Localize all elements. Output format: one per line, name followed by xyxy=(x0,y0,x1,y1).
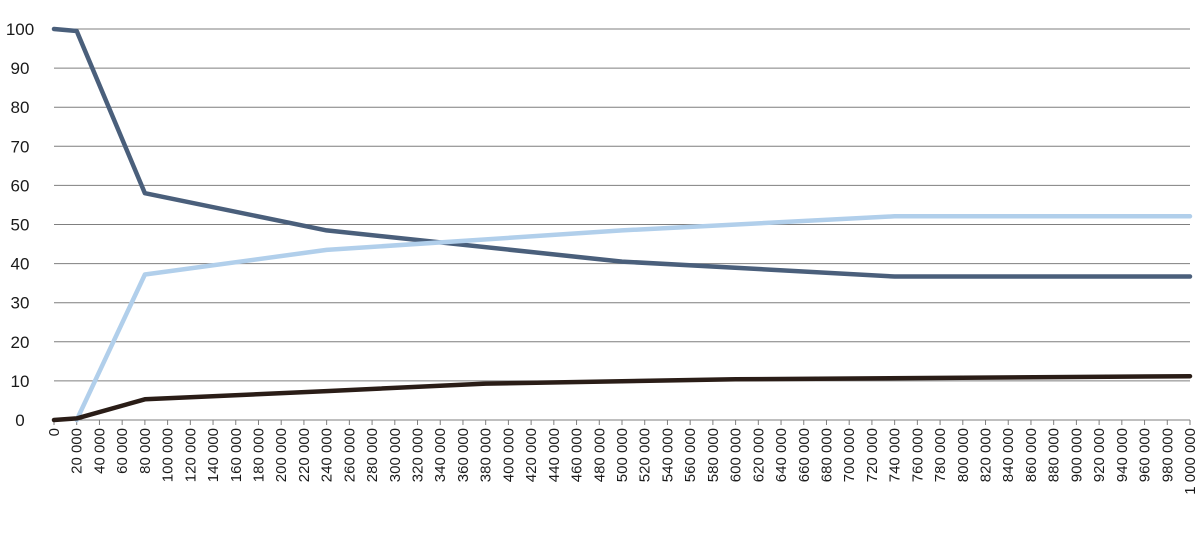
x-tick-label: 660 000 xyxy=(796,428,813,482)
series-line-1 xyxy=(51,26,1193,279)
x-tick-label: 220 000 xyxy=(296,428,313,482)
x-tick-label: 1 000 000 xyxy=(1182,428,1199,495)
x-tick-label: 80 000 xyxy=(137,428,154,474)
x-tick-label: 620 000 xyxy=(750,428,767,482)
x-axis-tick-labels: 0 20 000 40 000 60 000 80 000 100 000 120 000 1… xyxy=(46,428,1199,495)
x-tick-label: 180 000 xyxy=(250,428,267,482)
x-tick-label: 780 000 xyxy=(932,428,949,482)
x-tick-label: 0 xyxy=(46,428,63,436)
x-tick-label: 240 000 xyxy=(319,428,336,482)
series-line-2 xyxy=(74,214,1193,423)
x-tick-label: 640 000 xyxy=(773,428,790,482)
x-tick-label: 260 000 xyxy=(341,428,358,482)
x-tick-label: 460 000 xyxy=(569,428,586,482)
x-tick-label: 540 000 xyxy=(659,428,676,482)
x-tick-label: 820 000 xyxy=(978,428,995,482)
x-tick-label: 720 000 xyxy=(864,428,881,482)
y-tick-label: 90 xyxy=(11,59,30,78)
x-tick-label: 20 000 xyxy=(69,428,86,474)
x-tick-label: 800 000 xyxy=(955,428,972,482)
x-tick-label: 560 000 xyxy=(682,428,699,482)
x-tick-label: 760 000 xyxy=(909,428,926,482)
x-tick-label: 420 000 xyxy=(523,428,540,482)
x-tick-label: 980 000 xyxy=(1159,428,1176,482)
x-tick-label: 580 000 xyxy=(705,428,722,482)
x-tick-label: 940 000 xyxy=(1114,428,1131,482)
x-tick-label: 280 000 xyxy=(364,428,381,482)
x-tick-label: 140 000 xyxy=(205,428,222,482)
y-tick-label: 30 xyxy=(11,294,30,313)
x-tick-label: 120 000 xyxy=(182,428,199,482)
series-line-3 xyxy=(51,373,1193,423)
y-tick-label: 40 xyxy=(11,255,30,274)
x-tick-label: 380 000 xyxy=(478,428,495,482)
x-tick-label: 520 000 xyxy=(637,428,654,482)
x-tick-label: 440 000 xyxy=(546,428,563,482)
y-tick-label: 80 xyxy=(11,98,30,117)
x-tick-label: 360 000 xyxy=(455,428,472,482)
x-tick-label: 200 000 xyxy=(273,428,290,482)
x-tick-label: 860 000 xyxy=(1023,428,1040,482)
y-tick-label: 70 xyxy=(11,137,30,156)
x-tick-label: 320 000 xyxy=(410,428,427,482)
y-tick-label: 50 xyxy=(11,216,30,235)
x-tick-label: 680 000 xyxy=(818,428,835,482)
x-tick-label: 700 000 xyxy=(841,428,858,482)
x-tick-label: 880 000 xyxy=(1046,428,1063,482)
x-tick-label: 740 000 xyxy=(887,428,904,482)
gridlines xyxy=(53,28,1191,425)
y-tick-label: 100 xyxy=(6,20,34,39)
x-tick-label: 500 000 xyxy=(614,428,631,482)
x-tick-label: 960 000 xyxy=(1137,428,1154,482)
x-tick-label: 340 000 xyxy=(432,428,449,482)
x-tick-label: 920 000 xyxy=(1091,428,1108,482)
x-tick-label: 600 000 xyxy=(728,428,745,482)
series-lines xyxy=(51,26,1193,423)
x-tick-label: 840 000 xyxy=(1000,428,1017,482)
x-tick-label: 100 000 xyxy=(160,428,177,482)
y-tick-label: 0 xyxy=(15,411,24,430)
x-tick-label: 480 000 xyxy=(591,428,608,482)
x-tick-label: 40 000 xyxy=(91,428,108,474)
y-tick-label: 20 xyxy=(11,333,30,352)
x-tick-label: 900 000 xyxy=(1068,428,1085,482)
y-tick-label: 10 xyxy=(11,372,30,391)
y-axis-tick-labels: 0 10 20 30 40 50 60 70 80 90 100 xyxy=(6,20,34,430)
x-tick-label: 60 000 xyxy=(114,428,131,474)
x-tick-label: 160 000 xyxy=(228,428,245,482)
y-tick-label: 60 xyxy=(11,176,30,195)
x-tick-label: 400 000 xyxy=(500,428,517,482)
x-tick-label: 300 000 xyxy=(387,428,404,482)
